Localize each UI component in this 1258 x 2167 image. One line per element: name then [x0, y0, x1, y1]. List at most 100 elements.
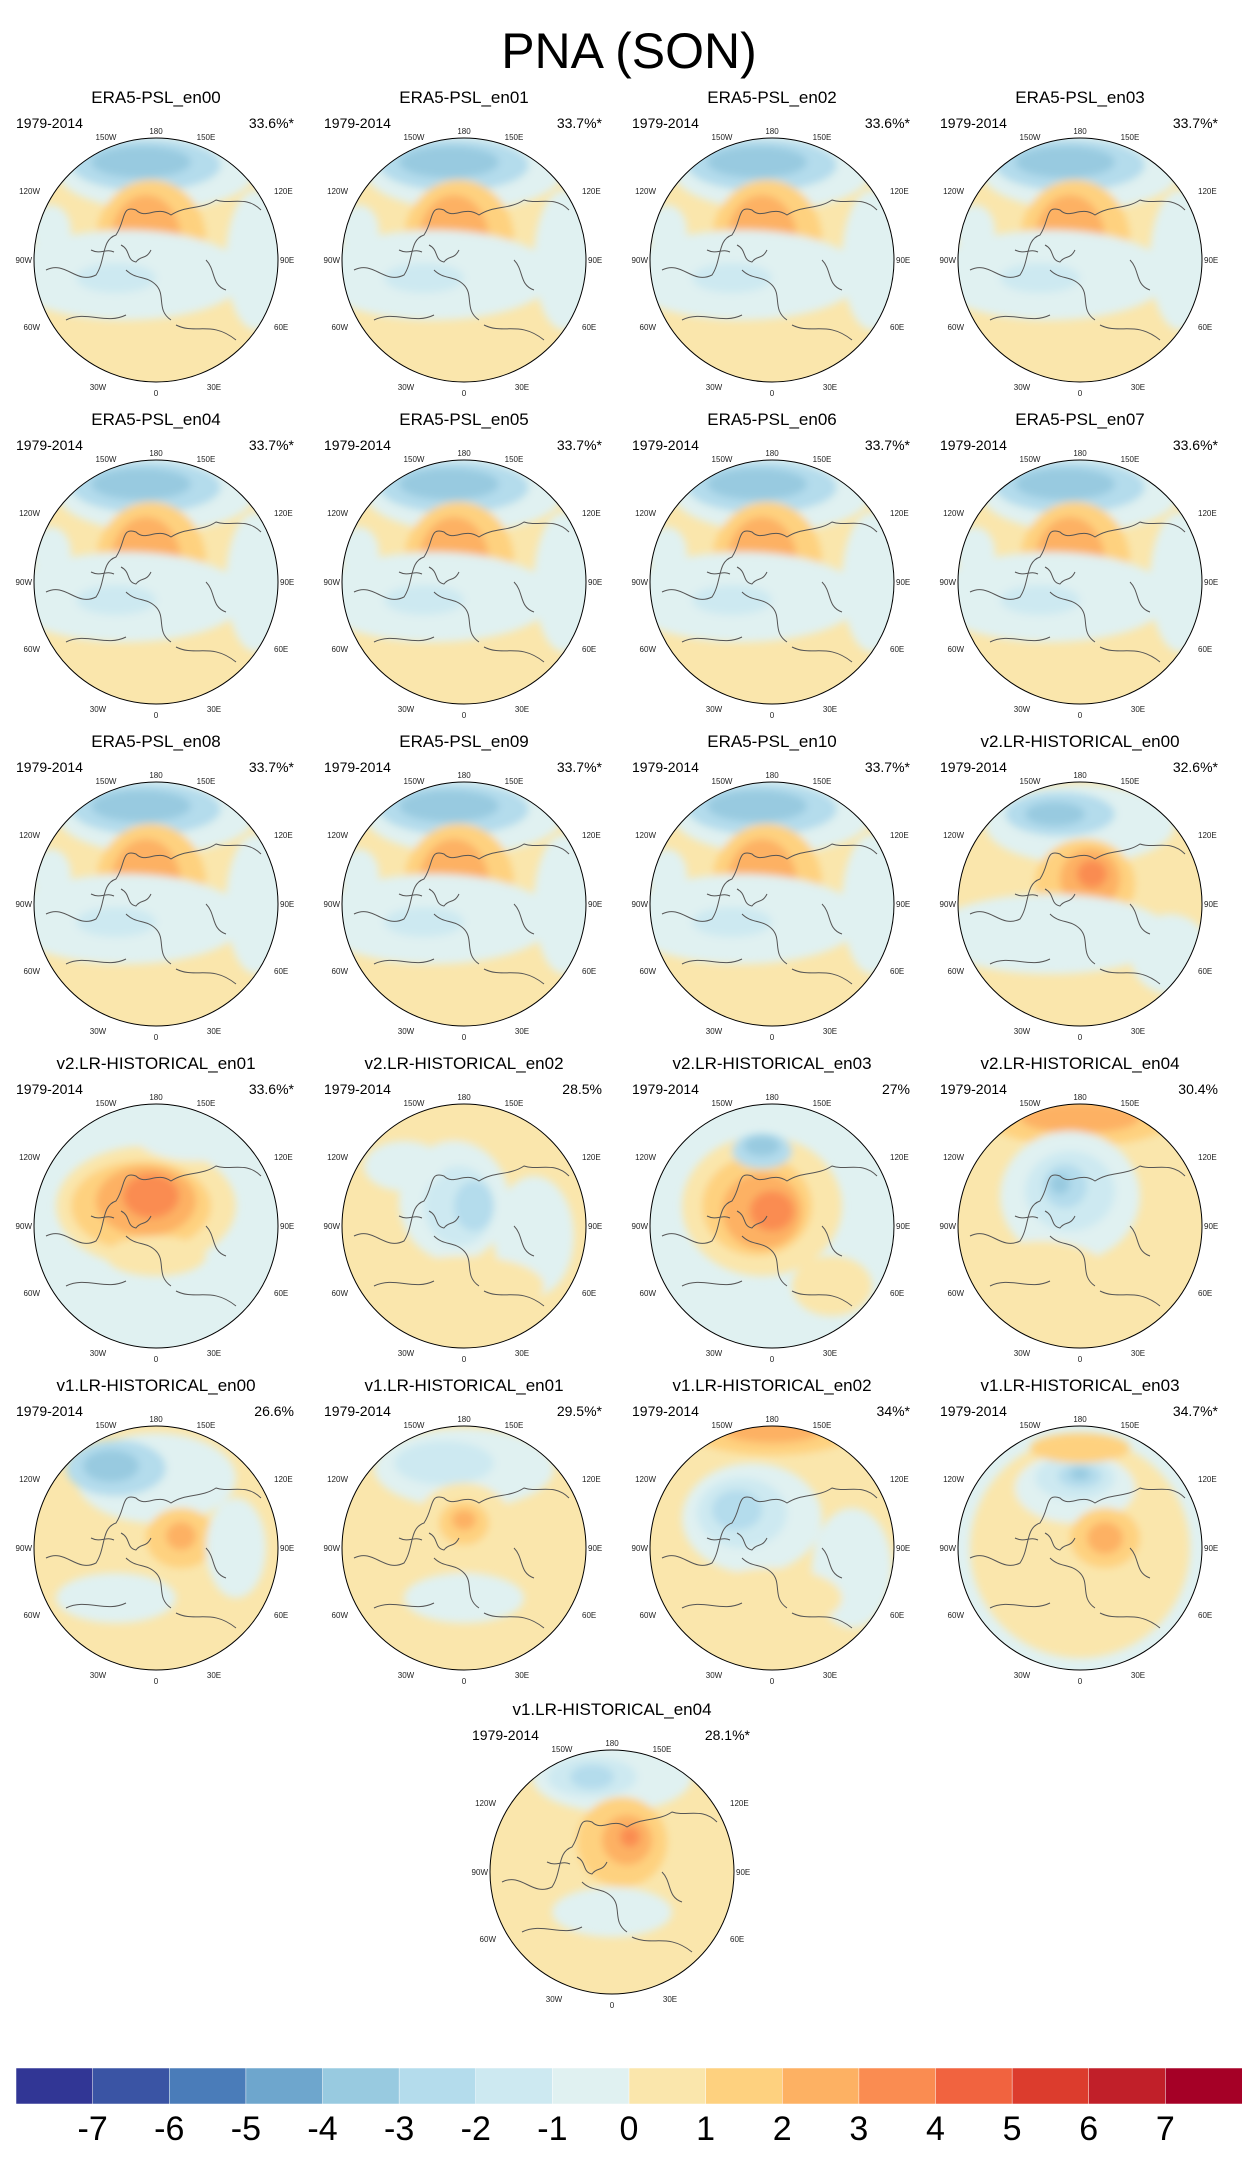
- longitude-label: 120E: [890, 187, 909, 196]
- longitude-label: 0: [154, 711, 159, 720]
- panel-title: v1.LR-HISTORICAL_en02: [672, 1376, 872, 1395]
- longitude-label: 30E: [1131, 383, 1145, 392]
- longitude-label: 150E: [653, 1745, 672, 1754]
- anomaly-contour: [106, 1236, 206, 1276]
- coastline: [353, 521, 570, 663]
- longitude-label: 60W: [640, 967, 657, 976]
- colorbar-swatch: [628, 2068, 707, 2104]
- longitude-label: 60E: [1198, 645, 1212, 654]
- longitude-label: 120E: [274, 831, 293, 840]
- panel-period: 1979-2014: [940, 115, 1007, 131]
- longitude-label: 0: [462, 1677, 467, 1686]
- anomaly-contour: [958, 205, 995, 255]
- map-border: [649, 781, 895, 1027]
- panel-variance-pct: 33.7%*: [864, 759, 910, 775]
- longitude-label: 120E: [274, 1475, 293, 1484]
- longitude-label: 180: [765, 1093, 779, 1102]
- coastline: [969, 843, 1186, 985]
- longitude-label: 180: [457, 1093, 471, 1102]
- longitude-label: 30W: [398, 705, 415, 714]
- map-border: [341, 1103, 587, 1349]
- anomaly-contour: [792, 1256, 872, 1316]
- longitude-label: 90W: [324, 256, 341, 265]
- longitude-label: 150E: [813, 133, 832, 142]
- longitude-label: 150W: [404, 1421, 425, 1430]
- longitude-label: 30E: [1131, 1671, 1145, 1680]
- map-panel: v1.LR-HISTORICAL_en01 1979-2014 29.5%* 180 1…: [314, 1376, 614, 1706]
- longitude-label: 180: [1073, 449, 1087, 458]
- coastline: [661, 199, 878, 341]
- longitude-label: 120W: [19, 1475, 40, 1484]
- longitude-label: 120E: [274, 509, 293, 518]
- colorbar-swatch: [705, 2068, 783, 2104]
- longitude-label: 120W: [943, 1153, 964, 1162]
- longitude-label: 0: [1078, 1355, 1083, 1364]
- anomaly-contour: [1050, 1174, 1070, 1194]
- polar-map: 180 150W 150E 120W 120E 90W 90E 60W 60E 30W 30E 0: [940, 1415, 1219, 1686]
- anomaly-contour: [452, 1510, 476, 1530]
- anomaly-contour: [722, 1426, 822, 1443]
- map-panel: ERA5-PSL_en03 1979-2014 33.7%* 180 150W 150E 1…: [930, 88, 1230, 418]
- longitude-label: 150E: [197, 133, 216, 142]
- map-panel: ERA5-PSL_en08 1979-2014 33.7%* 180 150W 150E 1…: [6, 732, 306, 1062]
- coastline: [661, 843, 878, 985]
- anomaly-contour: [1130, 914, 1202, 994]
- longitude-label: 0: [154, 1033, 159, 1042]
- longitude-label: 0: [462, 1355, 467, 1364]
- anomaly-contour: [702, 1568, 842, 1628]
- anomaly-contour: [399, 790, 499, 822]
- longitude-label: 90E: [1204, 256, 1218, 265]
- longitude-label: 180: [149, 127, 163, 136]
- coastline: [45, 199, 262, 341]
- map-panel: ERA5-PSL_en02 1979-2014 33.6%* 180 150W 150E 1…: [622, 88, 922, 418]
- polar-map: 180 150W 150E 120W 120E 90W 90E 60W 60E 30W 30E 0: [16, 1415, 295, 1686]
- longitude-label: 180: [1073, 1093, 1087, 1102]
- longitude-label: 120W: [19, 1153, 40, 1162]
- anomaly-contour: [404, 1573, 524, 1623]
- polar-map: 180 150W 150E 120W 120E 90W 90E 60W 60E 30W 30E 0: [16, 127, 295, 398]
- longitude-label: 120W: [943, 1475, 964, 1484]
- longitude-label: 30W: [90, 1671, 107, 1680]
- panel-variance-pct: 32.6%*: [1172, 759, 1218, 775]
- anomaly-contour: [1000, 263, 1080, 293]
- coastline: [969, 199, 1186, 341]
- anomaly-contour: [76, 907, 156, 937]
- panel-period: 1979-2014: [940, 759, 1007, 775]
- panel-period: 1979-2014: [324, 1081, 391, 1097]
- longitude-label: 150E: [1121, 1421, 1140, 1430]
- longitude-label: 180: [149, 771, 163, 780]
- longitude-label: 60E: [274, 1289, 288, 1298]
- anomaly-contour: [534, 190, 586, 330]
- anomaly-contour: [399, 146, 499, 178]
- map-panel: ERA5-PSL_en06 1979-2014 33.7%* 180 150W 150E 1…: [622, 410, 922, 740]
- longitude-label: 150E: [1121, 133, 1140, 142]
- longitude-label: 120W: [943, 187, 964, 196]
- longitude-label: 90W: [16, 1222, 33, 1231]
- panel-variance-pct: 34%*: [876, 1403, 910, 1419]
- anomaly-contour: [123, 1174, 179, 1218]
- map-border: [489, 1749, 735, 1995]
- longitude-label: 90E: [280, 900, 294, 909]
- longitude-label: 90E: [588, 256, 602, 265]
- panel-period: 1979-2014: [324, 437, 391, 453]
- colorbar-swatch: [322, 2068, 400, 2104]
- anomaly-contour: [650, 205, 687, 255]
- longitude-label: 90E: [280, 1544, 294, 1553]
- figure-title: PNA (SON): [501, 23, 757, 79]
- panel-variance-pct: 28.1%*: [704, 1727, 750, 1743]
- coastline: [353, 1487, 570, 1629]
- colorbar-swatch: [1088, 2068, 1167, 2104]
- panel-period: 1979-2014: [16, 759, 83, 775]
- longitude-label: 90W: [632, 256, 649, 265]
- longitude-label: 90E: [588, 578, 602, 587]
- longitude-label: 150W: [712, 1421, 733, 1430]
- anomaly-contour: [707, 146, 807, 178]
- longitude-label: 150W: [1020, 1099, 1041, 1108]
- longitude-label: 180: [149, 1415, 163, 1424]
- map-panel: v2.LR-HISTORICAL_en03 1979-2014 27% 180 150W…: [622, 1054, 922, 1384]
- panel-title: v1.LR-HISTORICAL_en01: [364, 1376, 564, 1395]
- longitude-label: 120W: [635, 187, 656, 196]
- longitude-label: 60W: [24, 1289, 41, 1298]
- longitude-label: 120W: [635, 509, 656, 518]
- anomaly-contour: [91, 146, 191, 178]
